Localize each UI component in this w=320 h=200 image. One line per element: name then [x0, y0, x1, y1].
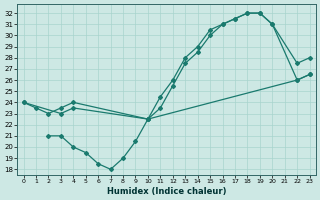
- X-axis label: Humidex (Indice chaleur): Humidex (Indice chaleur): [107, 187, 226, 196]
